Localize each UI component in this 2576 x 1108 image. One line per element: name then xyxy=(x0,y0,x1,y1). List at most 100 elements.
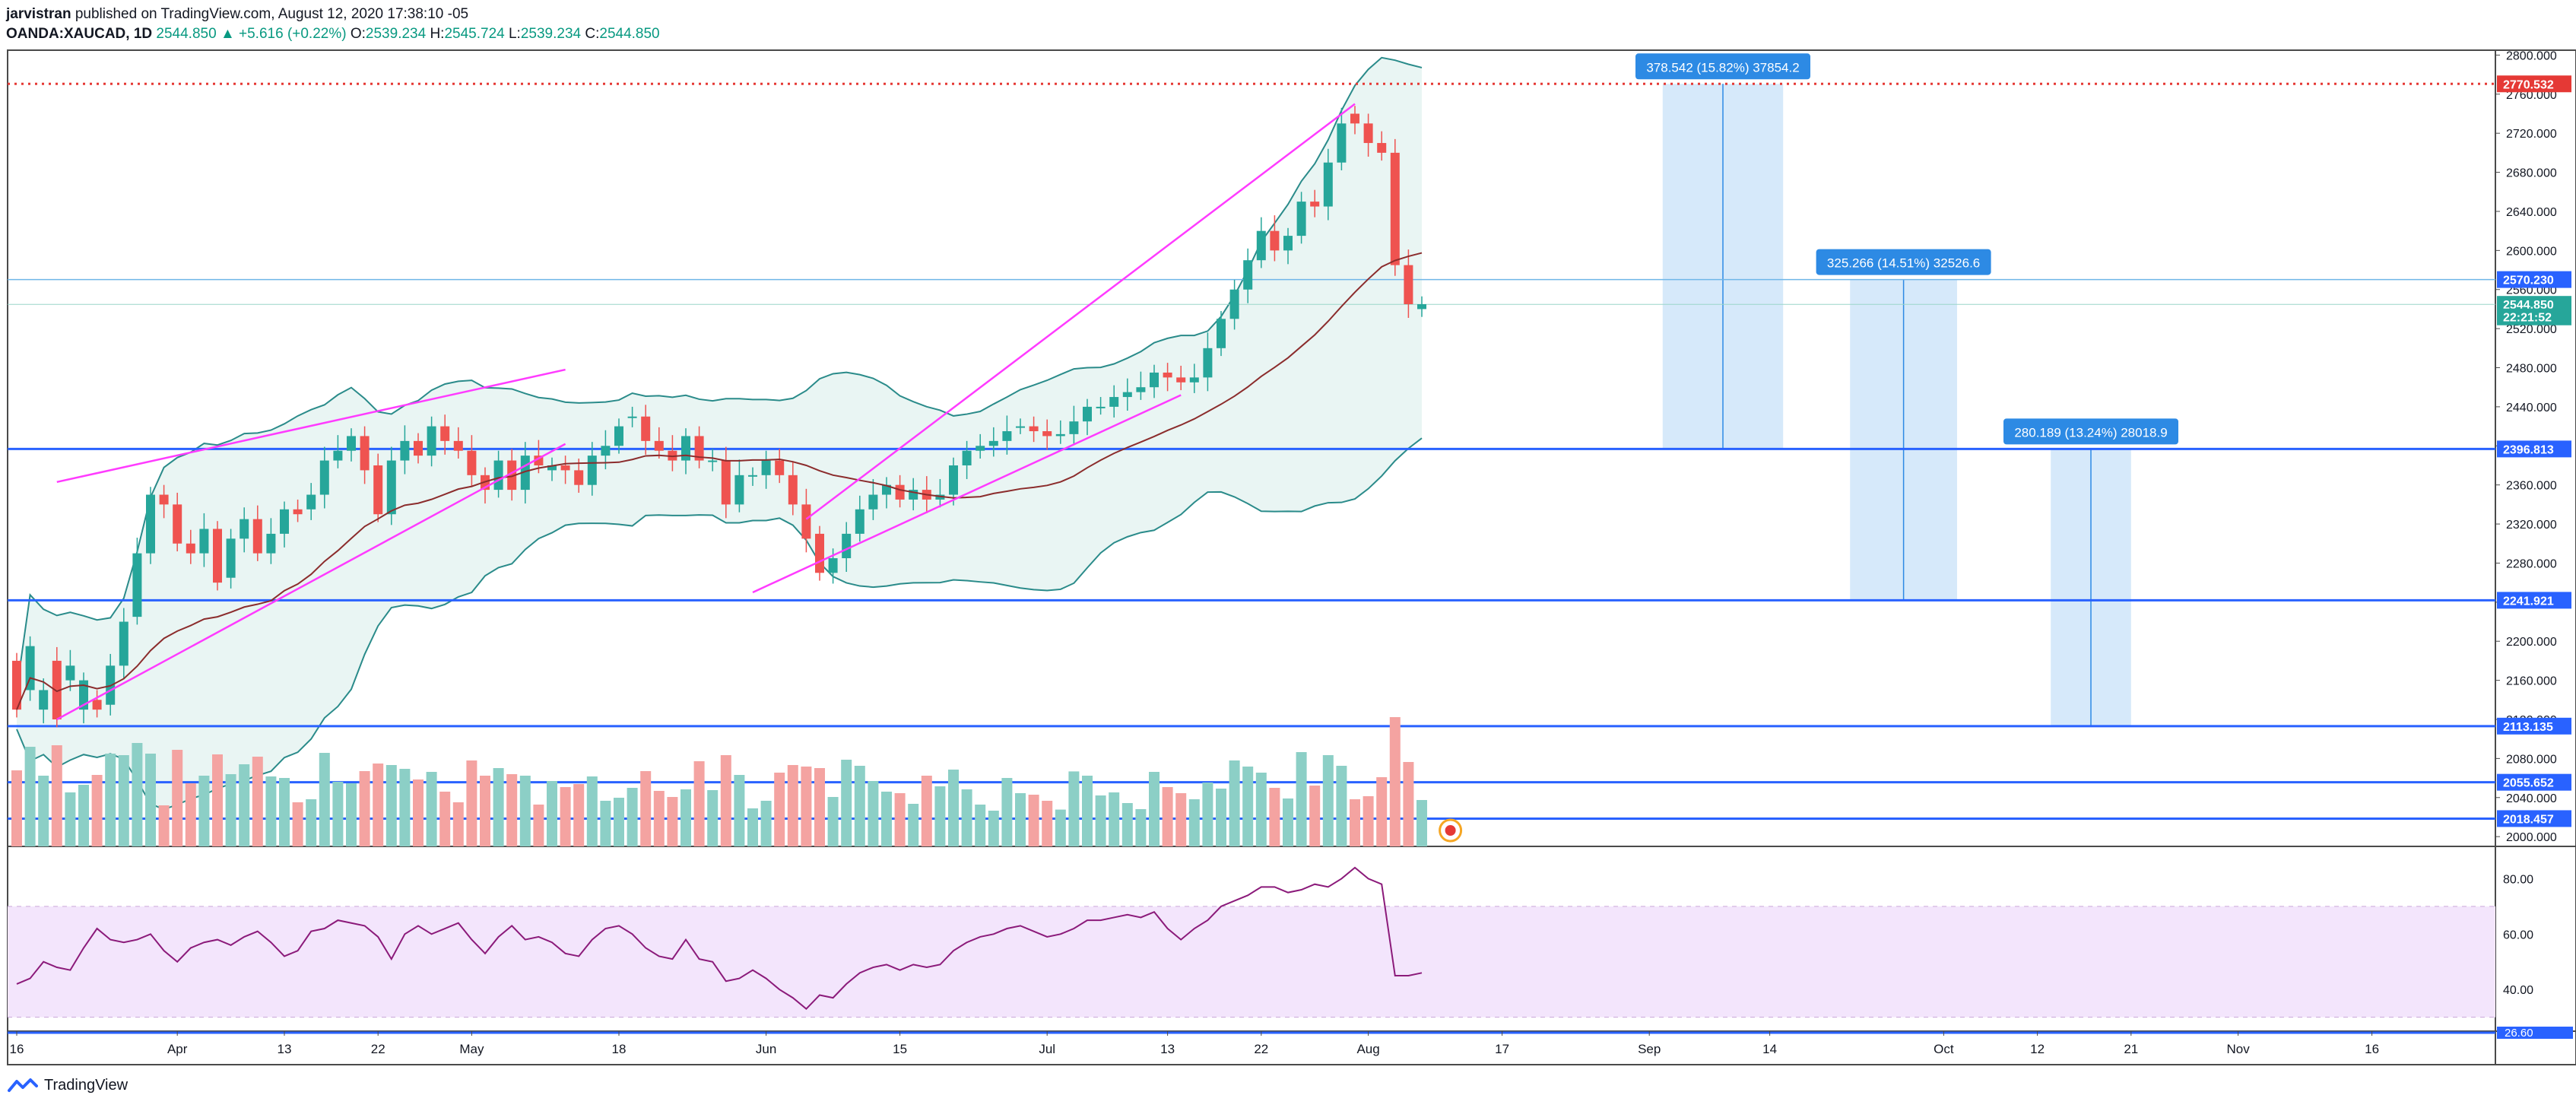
volume-bar xyxy=(1135,809,1147,846)
candle-body xyxy=(1176,377,1186,383)
volume-bar xyxy=(734,775,745,846)
trend-line-3[interactable] xyxy=(752,394,1182,594)
time-tick-label: 13 xyxy=(278,1042,292,1056)
volume-bar xyxy=(1403,762,1414,846)
volume-bar xyxy=(1322,755,1334,846)
volume-bar xyxy=(1175,793,1187,846)
candle-body xyxy=(721,460,731,505)
price-label-badge xyxy=(2497,592,2571,609)
volume-bar xyxy=(466,760,477,846)
price-tick-label: 2040.000 xyxy=(2506,792,2557,805)
event-marker[interactable] xyxy=(1439,818,1463,843)
candle-body xyxy=(1083,406,1092,422)
volume-bar xyxy=(881,792,892,846)
volume-bar xyxy=(533,805,544,846)
volume-bar xyxy=(1309,786,1321,846)
time-tick-label: Nov xyxy=(2226,1042,2250,1056)
candle-body xyxy=(173,504,182,544)
volume-bar xyxy=(560,787,571,846)
candle-body xyxy=(400,440,410,461)
volume-bar xyxy=(1376,777,1388,846)
time-axis[interactable]: 16 Apr 13 22 May 18 Jun 15 Jul 13 22 Aug 17 Sep 14 Oct 1… xyxy=(10,1031,2380,1056)
candle-body xyxy=(1055,433,1065,437)
volume-bar xyxy=(1389,717,1401,846)
candle-body xyxy=(1189,377,1199,383)
volume-bar xyxy=(1082,776,1093,846)
candle-body xyxy=(427,426,436,456)
volume-bar xyxy=(506,774,518,846)
volume-bar xyxy=(1255,773,1267,846)
volume-bar xyxy=(1042,801,1053,846)
symbol-label[interactable]: OANDA:XAUCAD, 1D xyxy=(6,26,153,42)
volume-bar xyxy=(948,770,959,846)
volume-bar xyxy=(573,784,585,846)
candle-body xyxy=(1229,289,1239,319)
candle-body xyxy=(280,509,289,534)
trend-line-2[interactable] xyxy=(56,443,566,721)
canada-flag-dot xyxy=(1445,825,1456,836)
trend-line-4[interactable] xyxy=(805,103,1356,520)
range-label-1: 378.542 (15.82%) 37854.2 xyxy=(1646,60,1799,75)
candle-body xyxy=(1163,372,1172,378)
volume-bar xyxy=(961,789,972,846)
low-label: L: xyxy=(508,26,521,42)
price-label-level: 2113.135 xyxy=(2503,721,2553,734)
volume-bar xyxy=(1242,767,1254,846)
candles xyxy=(12,106,1426,728)
candle-body xyxy=(601,446,611,456)
volume-bar xyxy=(1162,787,1173,846)
close-value: 2544.850 xyxy=(599,26,660,42)
volume-bar xyxy=(493,768,504,846)
candle-body xyxy=(119,621,128,666)
candle-body xyxy=(547,465,557,471)
candle-body xyxy=(627,416,637,418)
price-change: ▲ +5.616 (+0.22%) xyxy=(220,26,347,42)
volume-bar xyxy=(319,753,330,846)
candle-body xyxy=(1002,431,1012,441)
time-tick-label: 13 xyxy=(1160,1042,1175,1056)
time-tick-label: 16 xyxy=(2365,1042,2379,1056)
volume-bar xyxy=(975,805,986,846)
price-tick-label: 2640.000 xyxy=(2506,206,2557,219)
price-label-level: 2241.921 xyxy=(2503,595,2554,608)
bb-fill xyxy=(17,57,1422,810)
volume-bar xyxy=(1015,793,1026,846)
range-measures[interactable]: 378.542 (15.82%) 37854.2 325.266 (14.51%)… xyxy=(1635,53,2178,726)
high-label: H: xyxy=(430,26,445,42)
candle-body xyxy=(25,646,35,691)
volume-bar xyxy=(988,811,999,846)
trend-lines[interactable] xyxy=(56,103,1356,721)
published-text: published on TradingView.com, August 12,… xyxy=(75,6,469,22)
candle-body xyxy=(440,426,450,441)
candle-body xyxy=(52,660,62,719)
author-name[interactable]: jarvistran xyxy=(6,6,71,22)
volume-bar xyxy=(1055,809,1066,846)
price-label-countdown: 22:21:52 xyxy=(2503,312,2552,325)
price-label-badge xyxy=(2497,308,2571,325)
tradingview-logo[interactable]: TradingView xyxy=(8,1075,128,1096)
volume-bar xyxy=(65,792,76,846)
candle-body xyxy=(734,475,744,505)
volume-bar xyxy=(868,781,879,846)
candle-body xyxy=(132,553,142,617)
volume-bar xyxy=(239,764,250,846)
price-tick-label: 2680.000 xyxy=(2506,167,2557,180)
close-label: C: xyxy=(585,26,600,42)
candle-body xyxy=(333,450,343,461)
candle-body xyxy=(1203,348,1213,378)
volume-bar xyxy=(547,781,557,846)
candle-body xyxy=(748,475,757,477)
trend-line-1[interactable] xyxy=(56,368,566,484)
time-tick-label: 16 xyxy=(10,1042,24,1056)
volume-bar xyxy=(198,776,210,846)
price-tick-label: 2080.000 xyxy=(2506,753,2557,766)
volume-bar xyxy=(1121,803,1133,846)
last-price: 2544.850 xyxy=(156,26,217,42)
volume-bar xyxy=(908,804,919,846)
candle-body xyxy=(1016,426,1025,428)
candle-body xyxy=(842,533,852,559)
candle-body xyxy=(1136,387,1146,392)
time-tick-label: Aug xyxy=(1356,1042,1379,1056)
volume-bar xyxy=(667,797,678,846)
